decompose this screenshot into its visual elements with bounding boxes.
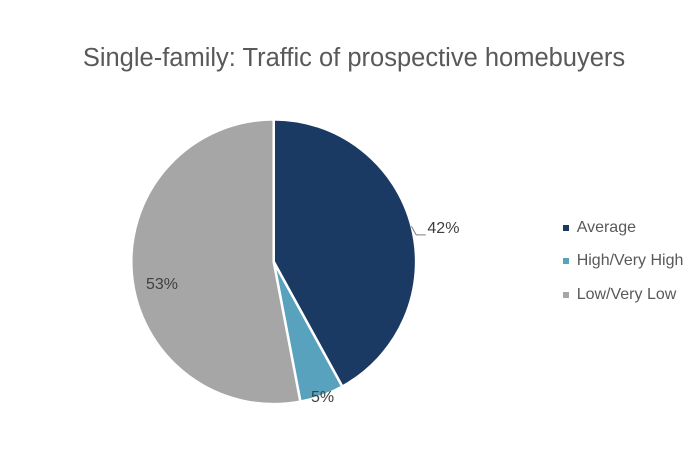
svg-text:42%: 42% [427, 220, 459, 237]
svg-text:53%: 53% [146, 276, 178, 293]
svg-text:5%: 5% [311, 389, 334, 406]
